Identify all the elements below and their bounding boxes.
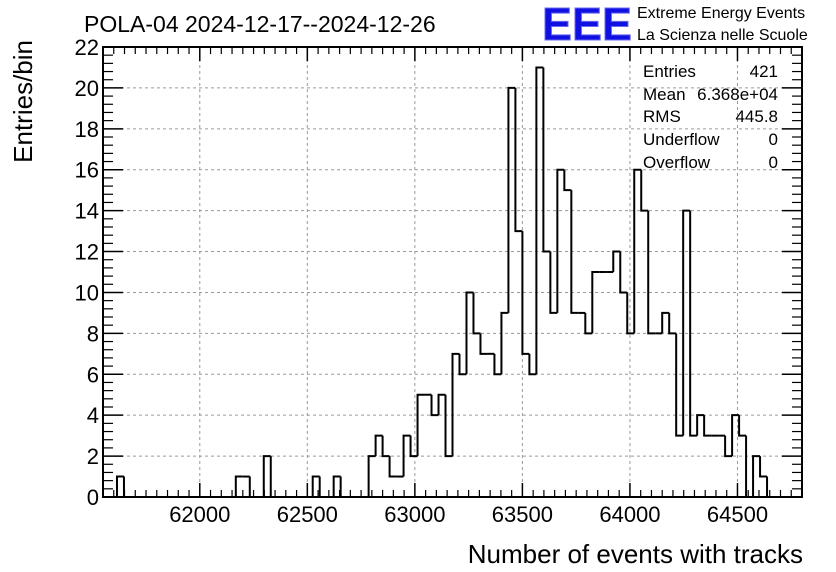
histogram-bin [675,333,684,437]
histogram-bin [752,455,761,497]
histogram-bin [570,190,579,314]
histogram-bin [472,292,481,335]
logo-line-1: Extreme Energy Events [637,5,805,22]
histogram-bin [311,475,320,497]
chart-title: POLA-04 2024-12-17--2024-12-26 [84,11,436,37]
stats-underflow-value: 0 [769,130,778,149]
plot-frame [102,46,803,498]
histogram-bin [332,475,341,497]
histogram-bin [633,168,642,334]
stats-mean-value: 6.368e+04 [697,85,778,104]
tick-labels: 0 2 4 6 8 10 12 14 16 18 20 22 62000 62500 63000 63500 6… [75,35,769,527]
stats-rms-value: 445.8 [735,107,778,126]
histogram-bin [549,251,558,314]
y-tick-label: 6 [87,362,99,387]
y-tick-label: 22 [75,35,99,60]
x-axis-label: Number of events with tracks [468,539,803,569]
y-tick-label: 0 [87,485,99,510]
histogram-bin [731,414,740,457]
histogram-bin [682,209,691,436]
stats-entries-value: 421 [750,62,778,81]
histogram-bin [724,435,733,458]
histogram-bin [689,210,698,437]
histogram-bin [696,414,705,436]
histogram-bin [262,455,271,497]
x-tick-label: 62000 [169,502,230,527]
histogram-bin [514,87,523,233]
logo-mark: EEE [542,0,632,50]
histogram-bin [591,271,600,334]
histogram-bin [640,169,649,212]
histogram-bin [535,66,544,375]
histogram-bin [402,434,411,477]
y-tick-label: 12 [75,240,99,265]
stats-rms-label: RMS [643,107,681,126]
histogram-bin [584,312,593,335]
histogram-bin [556,168,565,313]
histogram-bin [451,352,460,457]
stats-box: Entries 421 Mean 6.368e+04 RMS 445.8 Und… [643,62,778,172]
histogram-bin [661,311,670,334]
x-tick-label: 63500 [492,502,553,527]
stats-mean-label: Mean [643,85,686,104]
x-tick-label: 64500 [707,502,768,527]
histogram-bin [437,393,446,416]
histogram-bin [500,311,509,375]
stats-overflow-label: Overflow [643,153,711,172]
histogram-bin [528,353,537,376]
histogram-bin [430,394,439,417]
y-tick-label: 18 [75,117,99,142]
histogram-bin [507,86,516,313]
histogram-bin [388,456,397,478]
y-tick-label: 10 [75,280,99,305]
histogram-bin [381,435,390,458]
histogram-bin [409,435,418,458]
stats-entries-label: Entries [643,62,696,81]
histogram-bin [493,353,502,376]
x-tick-label: 63000 [384,502,445,527]
histogram-bin [612,250,621,272]
y-tick-label: 20 [75,76,99,101]
x-tick-label: 62500 [277,502,338,527]
stats-underflow-label: Underflow [643,130,720,149]
x-tick-label: 64000 [599,502,660,527]
histogram-bin [444,394,453,458]
histogram-bin [668,312,677,335]
histogram-bin [367,455,376,497]
axis-ticks [103,46,803,498]
histogram-bin [479,333,488,355]
histogram-bin [759,456,768,478]
logo-line-2: La Scienza nelle Scuole [637,27,808,44]
histogram-bin [626,292,635,335]
histogram-bin [563,169,572,192]
y-tick-label: 4 [87,403,99,428]
histogram-bin [234,475,243,497]
y-tick-label: 14 [75,199,99,224]
y-axis-label: Entries/bin [8,40,38,163]
histogram-bin [458,353,467,376]
histogram-bin [738,415,747,437]
y-tick-label: 2 [87,444,99,469]
histogram-bin [619,251,628,294]
y-tick-label: 8 [87,321,99,346]
histogram-bin [647,210,656,335]
histogram-bin [416,393,425,457]
y-tick-label: 16 [75,158,99,183]
histogram-bin [703,415,712,437]
histogram-bin [374,434,383,457]
histogram-bin [542,67,551,253]
histogram-bin [521,231,530,355]
stats-overflow-value: 0 [769,153,778,172]
histogram-bin [115,475,124,497]
eee-logo: EEE Extreme Energy Events La Scienza nel… [542,0,808,51]
histogram-bin [465,291,474,375]
